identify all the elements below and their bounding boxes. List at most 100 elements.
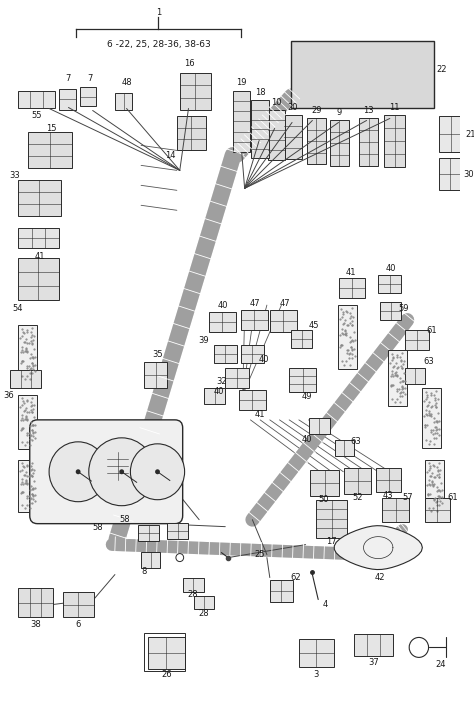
Point (28, 471, 36, 482)
Text: 15: 15 (46, 124, 56, 133)
FancyBboxPatch shape (380, 302, 401, 320)
Point (21, 405, 28, 416)
Point (425, 474, 432, 486)
Point (348, 343, 356, 355)
FancyBboxPatch shape (439, 159, 461, 190)
Point (23, 347, 31, 358)
Point (351, 343, 358, 355)
Text: 49: 49 (301, 393, 312, 401)
Point (21, 374, 29, 385)
FancyBboxPatch shape (18, 228, 59, 248)
Point (24, 471, 31, 482)
Point (426, 462, 434, 474)
Point (434, 495, 441, 506)
Point (424, 400, 432, 411)
Point (435, 423, 443, 434)
Point (21, 414, 29, 425)
Point (430, 479, 438, 490)
Point (28, 424, 36, 436)
Point (22, 474, 29, 486)
Point (29, 403, 36, 415)
Point (435, 430, 443, 441)
Point (427, 409, 435, 420)
Point (431, 399, 438, 410)
Point (28, 483, 36, 494)
FancyBboxPatch shape (335, 440, 354, 456)
Point (18, 464, 26, 475)
Point (388, 379, 395, 391)
Point (343, 328, 350, 339)
Point (23, 394, 31, 405)
Point (28, 352, 36, 363)
Point (337, 323, 345, 334)
Point (347, 311, 355, 322)
Point (26, 430, 34, 441)
Point (430, 460, 438, 472)
Point (29, 467, 36, 479)
Point (339, 307, 346, 318)
FancyBboxPatch shape (310, 470, 339, 496)
Point (401, 383, 409, 394)
Point (29, 352, 37, 363)
Point (19, 396, 27, 407)
Point (423, 389, 430, 400)
FancyBboxPatch shape (214, 345, 237, 363)
Point (30, 400, 37, 411)
Point (432, 493, 439, 504)
FancyBboxPatch shape (182, 577, 204, 591)
Text: 58: 58 (119, 515, 130, 525)
Point (22, 467, 29, 478)
Point (399, 384, 406, 395)
Point (426, 479, 434, 491)
FancyBboxPatch shape (270, 580, 293, 601)
Point (434, 393, 441, 405)
Point (437, 465, 444, 476)
Point (432, 432, 439, 443)
Text: 18: 18 (255, 88, 265, 97)
FancyBboxPatch shape (405, 330, 428, 350)
Point (20, 470, 27, 481)
Point (388, 355, 396, 366)
Point (18, 355, 26, 367)
Point (432, 422, 439, 433)
Text: 40: 40 (301, 435, 312, 444)
Point (433, 416, 441, 427)
FancyBboxPatch shape (405, 368, 425, 384)
Point (18, 486, 25, 498)
FancyBboxPatch shape (330, 121, 349, 166)
Point (25, 360, 33, 372)
Point (430, 428, 438, 439)
Point (17, 415, 25, 426)
Point (393, 371, 401, 382)
Point (399, 376, 407, 387)
Point (398, 355, 405, 366)
Text: 47: 47 (250, 299, 261, 307)
Point (397, 386, 404, 398)
Point (432, 424, 440, 436)
Point (29, 430, 37, 441)
Point (393, 369, 401, 380)
FancyBboxPatch shape (384, 116, 405, 167)
Point (387, 370, 394, 381)
Point (29, 427, 36, 439)
Point (28, 458, 36, 469)
Point (23, 436, 31, 448)
Point (28, 407, 36, 418)
FancyBboxPatch shape (167, 522, 189, 539)
Point (400, 355, 408, 367)
Point (337, 341, 344, 352)
FancyBboxPatch shape (382, 498, 409, 522)
Point (438, 498, 446, 509)
Point (29, 427, 37, 438)
Point (20, 397, 27, 408)
Text: 33: 33 (9, 171, 19, 180)
Point (31, 343, 38, 355)
Point (27, 493, 35, 504)
Text: 58: 58 (92, 523, 103, 532)
Point (17, 401, 24, 412)
Point (435, 484, 442, 496)
Point (348, 335, 356, 346)
Point (435, 472, 443, 483)
Point (424, 490, 431, 501)
Text: 61: 61 (426, 326, 437, 335)
